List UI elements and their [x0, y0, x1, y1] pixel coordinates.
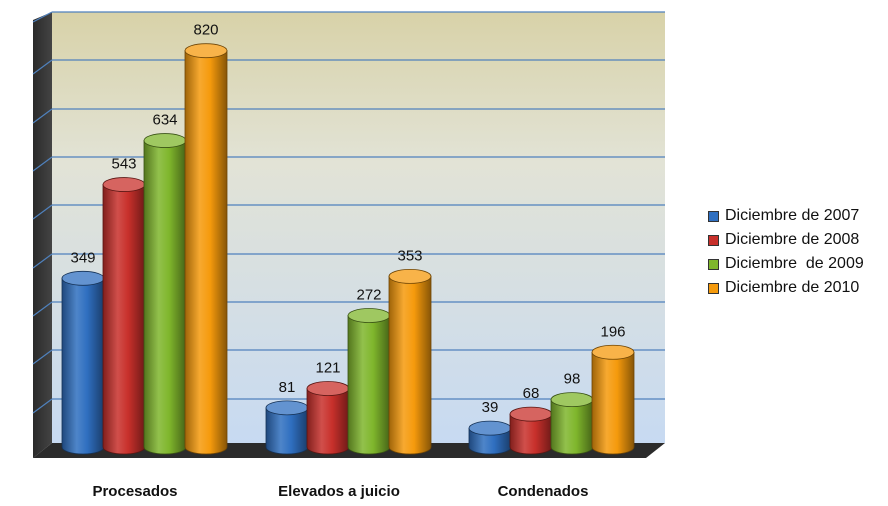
bar	[265, 400, 309, 455]
side-wall	[33, 12, 52, 458]
gridline-side	[32, 11, 53, 23]
gridline-side	[32, 204, 53, 220]
bar	[468, 420, 512, 455]
data-label: 634	[152, 112, 177, 129]
legend-label: Diciembre de 2008	[725, 231, 860, 248]
legend-label: Diciembre de 2007	[725, 207, 860, 224]
bar	[143, 133, 187, 455]
category-labels: Procesados Elevados a juicio Condenados	[92, 483, 588, 500]
bar-body	[591, 351, 635, 455]
legend: Diciembre de 2007 Diciembre de 2008 Diciem…	[708, 204, 864, 300]
gridline-side	[32, 301, 53, 317]
bar	[550, 392, 594, 455]
data-label: 68	[523, 385, 540, 402]
gridline-side	[32, 156, 53, 172]
bar-body	[143, 140, 187, 455]
gridline-side	[32, 398, 53, 414]
bar	[306, 381, 350, 455]
bar-top	[143, 133, 187, 148]
bar	[591, 344, 635, 455]
data-label: 196	[600, 323, 625, 340]
bar-body	[184, 50, 228, 455]
data-label: 349	[70, 249, 95, 266]
data-label: 39	[482, 399, 499, 416]
legend-swatch	[708, 258, 719, 270]
bar-body	[388, 275, 432, 455]
bar-body	[61, 277, 105, 455]
bar-top	[347, 308, 391, 323]
legend-item: Diciembre de 2009	[708, 252, 864, 276]
bar-body	[347, 315, 391, 455]
data-label: 81	[279, 379, 296, 396]
legend-swatch	[708, 282, 719, 294]
bar-top	[591, 344, 635, 360]
legend-item: Diciembre de 2007	[708, 204, 864, 228]
category-label: Condenados	[498, 483, 589, 500]
gridline-side	[32, 349, 53, 365]
legend-item: Diciembre de 2008	[708, 228, 864, 252]
legend-swatch	[708, 210, 719, 222]
bar-top	[265, 400, 309, 416]
bar-body	[102, 184, 146, 455]
bar	[61, 270, 105, 455]
data-labels: 349 543 634 820 81 121 272 353 39 68 98 196	[70, 22, 625, 416]
data-label: 121	[315, 360, 340, 377]
gridline-side	[32, 59, 53, 75]
bar	[347, 308, 391, 455]
bar	[102, 177, 146, 455]
bar-top	[306, 381, 350, 396]
gridline-side	[32, 253, 53, 269]
bar-top	[550, 392, 594, 408]
bar	[509, 406, 553, 455]
bar-body	[306, 388, 350, 455]
bar-top	[61, 270, 105, 286]
data-label: 820	[193, 22, 218, 39]
data-label: 98	[564, 371, 581, 388]
legend-label: Diciembre de 2010	[725, 279, 860, 296]
bar-body	[550, 399, 594, 455]
category-label: Procesados	[92, 483, 177, 500]
bar	[388, 268, 432, 455]
gridline-side	[32, 108, 53, 124]
category-label: Elevados a juicio	[278, 483, 400, 500]
data-label: 543	[111, 156, 136, 173]
data-label: 272	[356, 287, 381, 304]
bars	[61, 43, 635, 455]
bar	[184, 43, 228, 455]
legend-swatch	[708, 234, 719, 246]
bar-top	[388, 268, 432, 284]
data-label: 353	[397, 247, 422, 264]
legend-label: Diciembre de 2009	[725, 255, 864, 272]
bar-top	[509, 406, 553, 422]
bar-top	[184, 43, 228, 59]
legend-item: Diciembre de 2010	[708, 276, 864, 300]
bar-top	[468, 420, 512, 436]
bar-top	[102, 177, 146, 192]
